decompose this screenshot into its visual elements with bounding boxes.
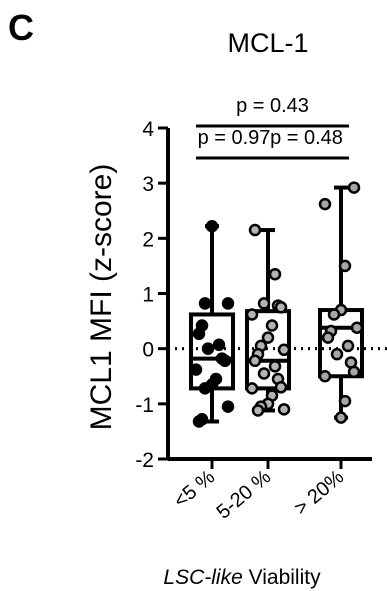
data-point bbox=[274, 381, 288, 394]
data-point bbox=[251, 404, 265, 417]
x-axis-label-rest: Viability bbox=[243, 566, 321, 589]
data-point bbox=[347, 181, 361, 194]
data-point bbox=[245, 382, 259, 395]
x-tick-label: > 20% bbox=[290, 466, 348, 520]
comparison-p-value: p = 0.97 bbox=[198, 127, 271, 149]
x-axis-label-italic: LSC-like bbox=[163, 566, 242, 589]
data-point bbox=[248, 223, 262, 237]
y-tick-label: 2 bbox=[142, 228, 154, 251]
data-point bbox=[318, 370, 332, 383]
comparison-p-value: p = 0.48 bbox=[270, 127, 343, 149]
chart-title: MCL-1 bbox=[227, 28, 308, 58]
data-point bbox=[248, 354, 262, 368]
x-tick-label: <5 % bbox=[170, 466, 220, 513]
data-point bbox=[338, 259, 352, 273]
data-point bbox=[205, 219, 219, 233]
y-tick-label: 1 bbox=[142, 284, 154, 307]
panel-letter: C bbox=[8, 7, 34, 48]
comparison-p-value: p = 0.43 bbox=[236, 95, 309, 117]
data-point bbox=[338, 394, 352, 408]
data-point bbox=[192, 327, 206, 341]
data-point bbox=[341, 339, 355, 353]
data-point bbox=[350, 321, 364, 334]
data-point bbox=[261, 331, 275, 344]
data-point bbox=[245, 308, 259, 321]
data-point bbox=[198, 382, 212, 395]
data-point bbox=[321, 331, 335, 344]
plot-area: -2 -1 0 1 2 3 4 <5 %5-20 % > 20% p = 0.43 p = 0.97… bbox=[135, 95, 387, 524]
data-point bbox=[318, 197, 332, 211]
data-point bbox=[221, 400, 235, 413]
y-tick-label: 3 bbox=[142, 173, 154, 196]
data-point bbox=[257, 367, 271, 380]
data-point bbox=[212, 338, 226, 352]
y-tick-label: -1 bbox=[135, 394, 154, 417]
data-point bbox=[327, 308, 341, 321]
data-point bbox=[221, 297, 235, 310]
data-point bbox=[334, 411, 348, 424]
data-point bbox=[201, 342, 215, 355]
data-point bbox=[268, 267, 282, 281]
data-point bbox=[218, 354, 232, 368]
y-tick-label: 0 bbox=[142, 339, 154, 362]
data-point bbox=[277, 403, 291, 416]
data-point bbox=[274, 301, 288, 314]
data-point bbox=[192, 415, 206, 428]
y-axis-label: MCL1 MFI (z-score) bbox=[85, 164, 118, 431]
x-axis-label: LSC-like Viability bbox=[163, 566, 321, 589]
data-point bbox=[277, 343, 291, 357]
y-tick-label: -2 bbox=[135, 449, 154, 472]
x-tick-label: 5-20 % bbox=[213, 466, 276, 524]
data-point bbox=[189, 363, 203, 376]
data-point bbox=[198, 297, 212, 310]
data-point bbox=[330, 347, 344, 361]
data-point bbox=[265, 319, 279, 332]
data-point bbox=[257, 297, 271, 310]
data-point bbox=[268, 360, 282, 373]
data-point bbox=[347, 365, 361, 379]
y-tick-label: 4 bbox=[142, 118, 154, 141]
